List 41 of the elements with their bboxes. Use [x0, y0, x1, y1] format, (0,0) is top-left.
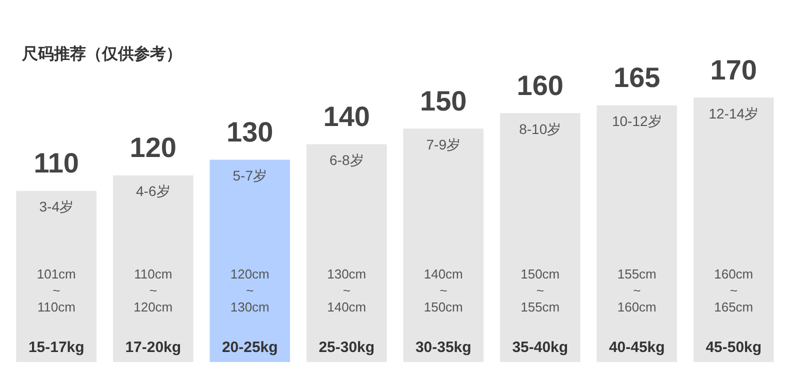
x-tick-label: 25-30kg — [318, 339, 375, 356]
x-tick-label: 20-25kg — [222, 339, 278, 356]
x-tick-label: 35-40kg — [512, 339, 568, 356]
bar — [693, 98, 774, 362]
annotation: 150cm ~ 155cm — [520, 266, 560, 315]
x-tick-label: 15-17kg — [28, 339, 84, 356]
chart-title: 尺码推荐（仅供参考） — [22, 44, 182, 65]
annotation: 155cm ~ 160cm — [617, 266, 656, 315]
data-label: 120 — [130, 132, 176, 164]
annotation: 7-9岁 — [426, 136, 460, 153]
annotation: 8-10岁 — [519, 120, 562, 137]
bar — [403, 128, 484, 362]
annotation: 160cm ~ 165cm — [714, 266, 754, 315]
annotation: 3-4岁 — [39, 198, 74, 215]
annotation: 10-12岁 — [612, 113, 662, 130]
data-label: 165 — [614, 62, 660, 94]
data-label: 140 — [323, 100, 370, 132]
x-tick-label: 30-35kg — [415, 339, 472, 356]
data-label: 150 — [420, 85, 467, 116]
bar — [16, 190, 97, 362]
annotation: 101cm ~ 110cm — [36, 266, 76, 315]
bar — [210, 160, 290, 362]
annotation: 110cm ~ 120cm — [134, 266, 173, 315]
bar — [112, 175, 194, 362]
annotation: 6-8岁 — [330, 152, 364, 168]
x-tick-label: 17-20kg — [125, 339, 182, 356]
data-label: 130 — [226, 116, 274, 148]
bar — [500, 113, 580, 362]
annotation: 130cm ~ 140cm — [327, 266, 366, 315]
bar — [596, 105, 678, 362]
annotation: 140cm ~ 150cm — [424, 266, 463, 315]
x-tick-label: 40-45kg — [608, 339, 665, 356]
data-label: 160 — [516, 70, 564, 101]
data-label: 170 — [710, 54, 757, 86]
x-tick-label: 45-50kg — [706, 339, 762, 356]
annotation: 120cm ~ 130cm — [230, 266, 270, 315]
data-label: 110 — [34, 148, 79, 179]
annotation: 12-14岁 — [708, 105, 759, 122]
bar — [306, 144, 387, 362]
annotation: 5-7岁 — [232, 168, 267, 184]
annotation: 4-6岁 — [136, 183, 170, 200]
